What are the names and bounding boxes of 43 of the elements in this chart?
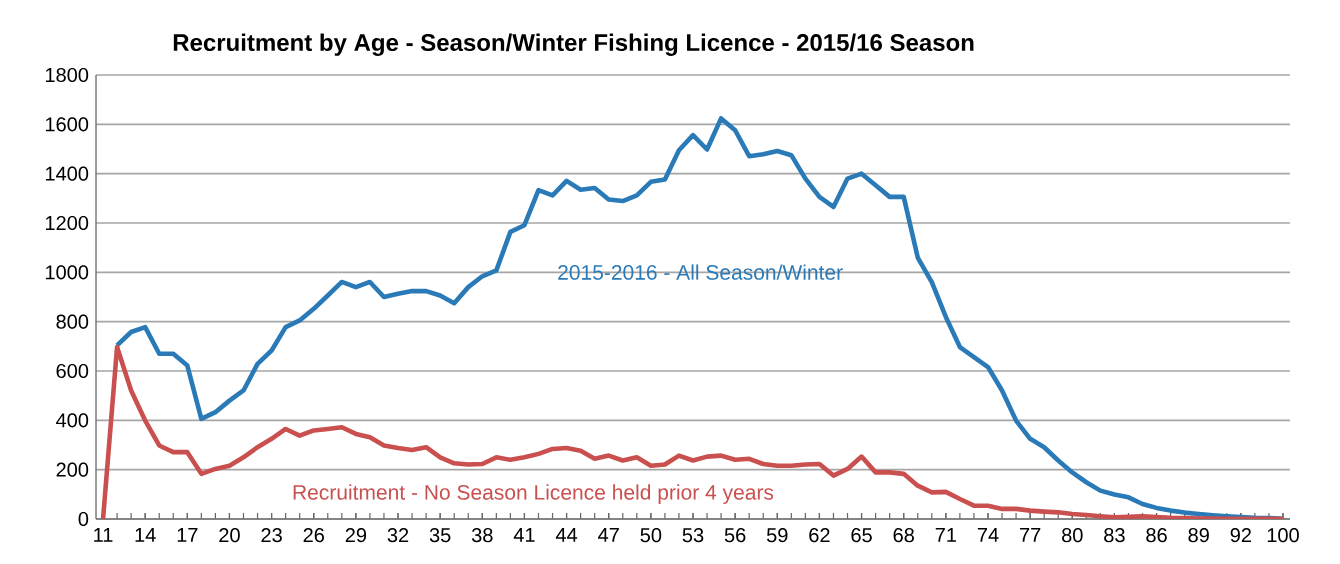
x-tick-label: 74 — [977, 528, 999, 542]
y-tick-label: 0 — [78, 511, 89, 527]
x-tick-label: 65 — [851, 528, 872, 543]
x-tick-label: 59 — [766, 528, 788, 543]
series-label: Recruitment - No Season Licence held prior 4 years — [293, 484, 774, 504]
x-tick-label: 71 — [935, 528, 956, 542]
y-tick-label: 1800 — [45, 67, 89, 83]
y-tick-label: 600 — [56, 363, 89, 379]
y-tick-label: 800 — [56, 314, 89, 329]
text: 2015-2016 - All Season/Winter — [558, 264, 843, 280]
x-tick-label: 38 — [471, 528, 493, 543]
x-tick-label: 62 — [809, 528, 830, 543]
x-tick-label: 68 — [893, 528, 914, 543]
y-tick-label: 1400 — [45, 166, 89, 181]
x-tick-label: 41 — [513, 528, 535, 542]
x-tick-label: 83 — [1104, 528, 1125, 543]
chart-title: Recruitment by Age - Season/Winter Fishing Licence - 2015/16 Season — [173, 33, 974, 56]
x-tick-label: 80 — [1062, 528, 1083, 543]
x-tick-label: 32 — [387, 528, 409, 543]
x-tick-label: 100 — [1267, 528, 1299, 543]
x-tick-label: 11 — [94, 528, 113, 542]
y-tick-label: 200 — [56, 462, 89, 477]
x-tick-label: 14 — [135, 528, 156, 542]
x-tick-label: 47 — [598, 528, 619, 542]
y-tick-label: 1600 — [45, 117, 89, 132]
x-tick-label: 44 — [555, 528, 578, 542]
y-tick-label: 400 — [56, 413, 89, 428]
x-tick-label: 53 — [682, 528, 704, 543]
x-tick-label: 89 — [1188, 528, 1209, 543]
x-tick-label: 26 — [303, 528, 324, 543]
x-tick-label: 56 — [724, 528, 746, 543]
x-tick-label: 86 — [1146, 528, 1167, 543]
x-tick-label: 17 — [177, 528, 198, 542]
x-tick-label: 92 — [1230, 528, 1251, 543]
y-tick-label: 1200 — [45, 215, 89, 231]
line-series — [114, 116, 1286, 519]
x-tick-label: 23 — [261, 528, 282, 543]
x-tick-label: 29 — [345, 528, 367, 543]
x-tick-label: 20 — [219, 528, 240, 543]
y-tick-label: 1000 — [45, 265, 89, 280]
x-tick-label: 77 — [1020, 528, 1041, 542]
x-tick-label: 35 — [429, 528, 451, 543]
x-tick-label: 50 — [640, 528, 662, 543]
